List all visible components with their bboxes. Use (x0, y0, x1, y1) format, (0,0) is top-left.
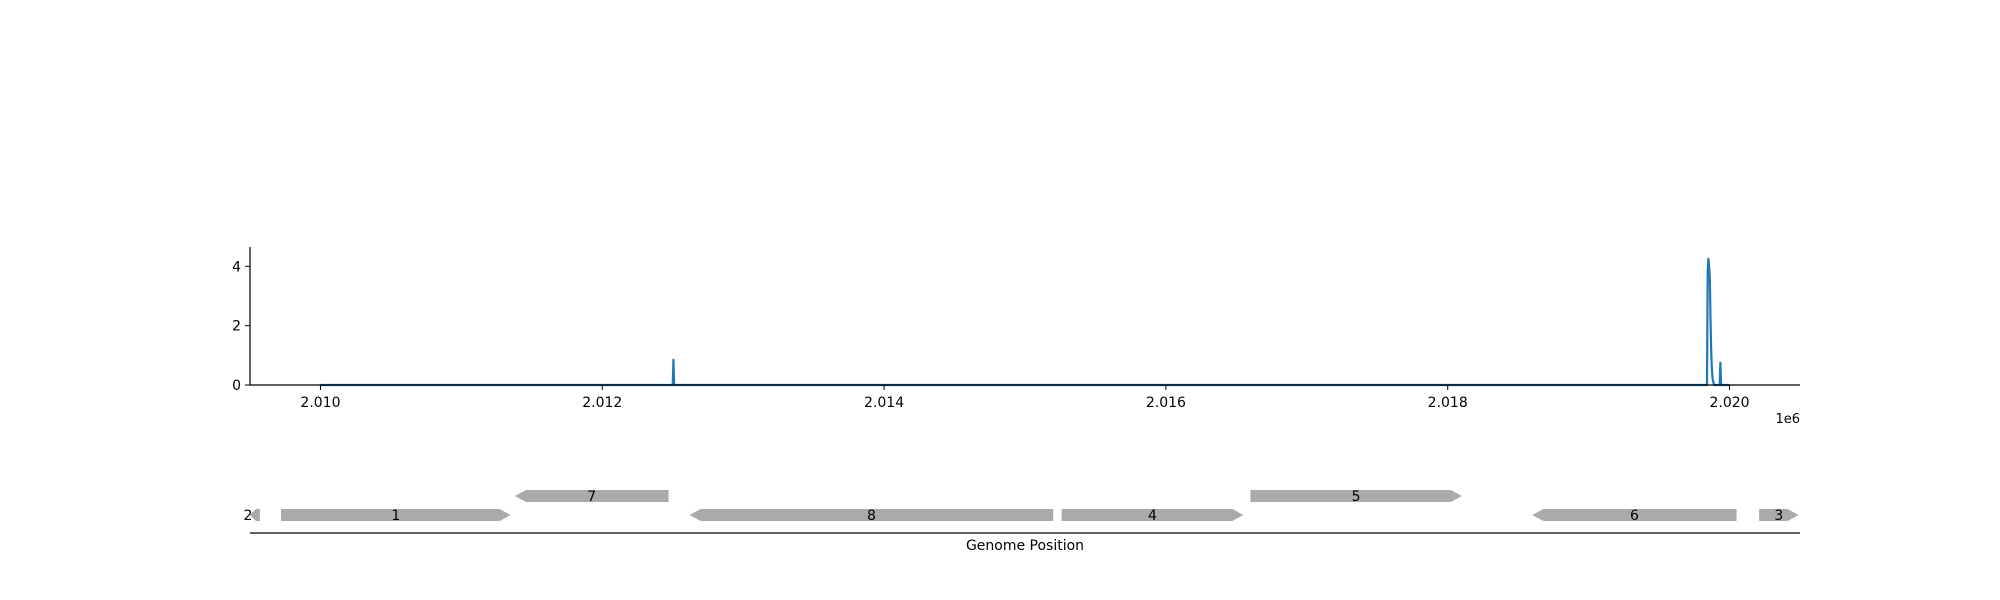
x-offset-label: 1e6 (1775, 412, 1800, 427)
gene-arrow-1 (281, 509, 511, 521)
coverage-plot-panel: 0 2 4 2.010 2.012 2.014 2.016 2.018 2.020 1e6 (232, 247, 1800, 427)
coverage-series-layer (320, 257, 1730, 387)
gene-arrow-4 (1061, 509, 1244, 521)
x-tick-label: 2.016 (1146, 395, 1186, 411)
gene-map-xlabel: Genome Position (966, 538, 1084, 554)
gene-label-4: 4 (1148, 508, 1157, 524)
gene-arrow-6 (1532, 509, 1737, 521)
x-tick-label: 2.018 (1428, 395, 1468, 411)
gene-label-5: 5 (1352, 489, 1361, 505)
gene-arrow-2 (250, 509, 260, 521)
gene-label-2: 2 (244, 508, 253, 524)
gene-arrow-7 (514, 490, 669, 502)
gene-arrows-layer: 2 1 7 8 4 5 6 3 (244, 489, 1799, 524)
gene-label-3: 3 (1774, 508, 1783, 524)
x-tick-group: 2.010 2.012 2.014 2.016 2.018 2.020 (300, 385, 1750, 411)
gene-map-panel: 2 1 7 8 4 5 6 3 Genome Position (244, 489, 1800, 554)
x-tick-label: 2.010 (300, 395, 340, 411)
x-tick-label: 2.012 (582, 395, 622, 411)
gene-arrow-3 (1759, 509, 1799, 521)
coverage-line-0 (320, 257, 1730, 387)
x-tick-label: 2.014 (864, 395, 904, 411)
gene-arrow-5 (1250, 490, 1462, 502)
y-tick-label: 0 (232, 378, 241, 394)
gene-label-8: 8 (867, 508, 876, 524)
gene-arrow-8 (689, 509, 1054, 521)
gene-label-7: 7 (587, 489, 596, 505)
y-tick-label: 4 (232, 259, 241, 275)
y-tick-label: 2 (232, 319, 241, 335)
gene-label-6: 6 (1630, 508, 1639, 524)
gene-label-1: 1 (391, 508, 400, 524)
y-tick-group: 0 2 4 (232, 259, 250, 394)
x-tick-label: 2.020 (1709, 395, 1749, 411)
